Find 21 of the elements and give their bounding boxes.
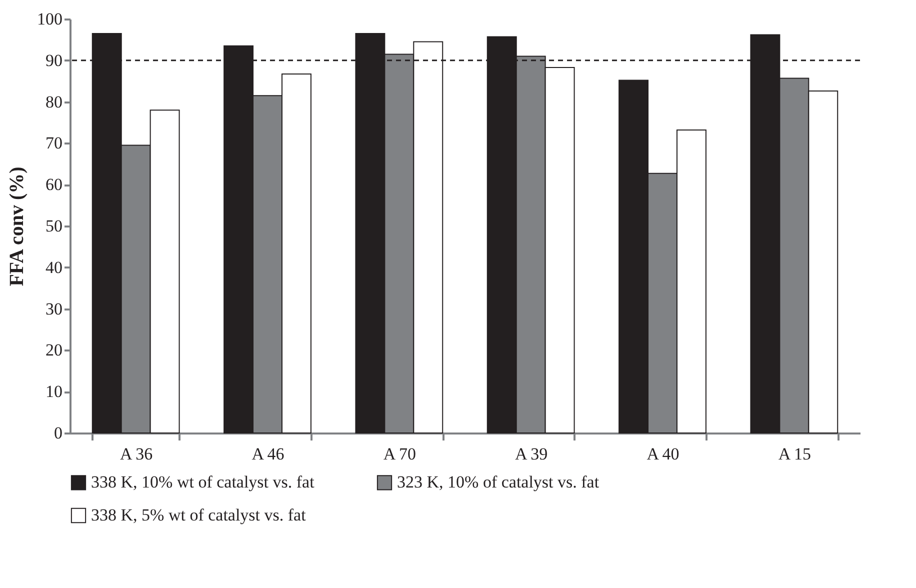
y-tick-label: 90 (46, 50, 62, 70)
y-tick-label: 60 (46, 175, 62, 194)
y-axis-title: FFA conv (%) (6, 166, 28, 286)
x-tick-label: A 36 (120, 444, 153, 464)
y-tick-label: 70 (46, 134, 62, 153)
legend-label: 338 K, 5% wt of catalyst vs. fat (91, 506, 306, 524)
y-tick-label: 20 (46, 340, 62, 360)
x-tick-label: A 39 (515, 444, 548, 464)
x-tick-label: A 70 (383, 444, 416, 464)
y-tick-label: 40 (46, 258, 62, 277)
x-tick-label: A 46 (252, 444, 284, 464)
y-tick-label: 30 (46, 299, 62, 318)
x-tick-label: A 15 (778, 444, 811, 464)
y-tick-label: 50 (46, 216, 62, 236)
y-tick-label: 10 (46, 382, 62, 402)
x-tick-label: A 40 (646, 444, 680, 464)
y-tick-label: 80 (46, 92, 62, 112)
y-tick-label: 0 (54, 424, 62, 442)
y-tick-label: 100 (37, 10, 62, 28)
legend-label: 323 K, 10% of catalyst vs. fat (397, 472, 600, 492)
legend-label: 338 K, 10% wt of catalyst vs. fat (91, 472, 315, 492)
